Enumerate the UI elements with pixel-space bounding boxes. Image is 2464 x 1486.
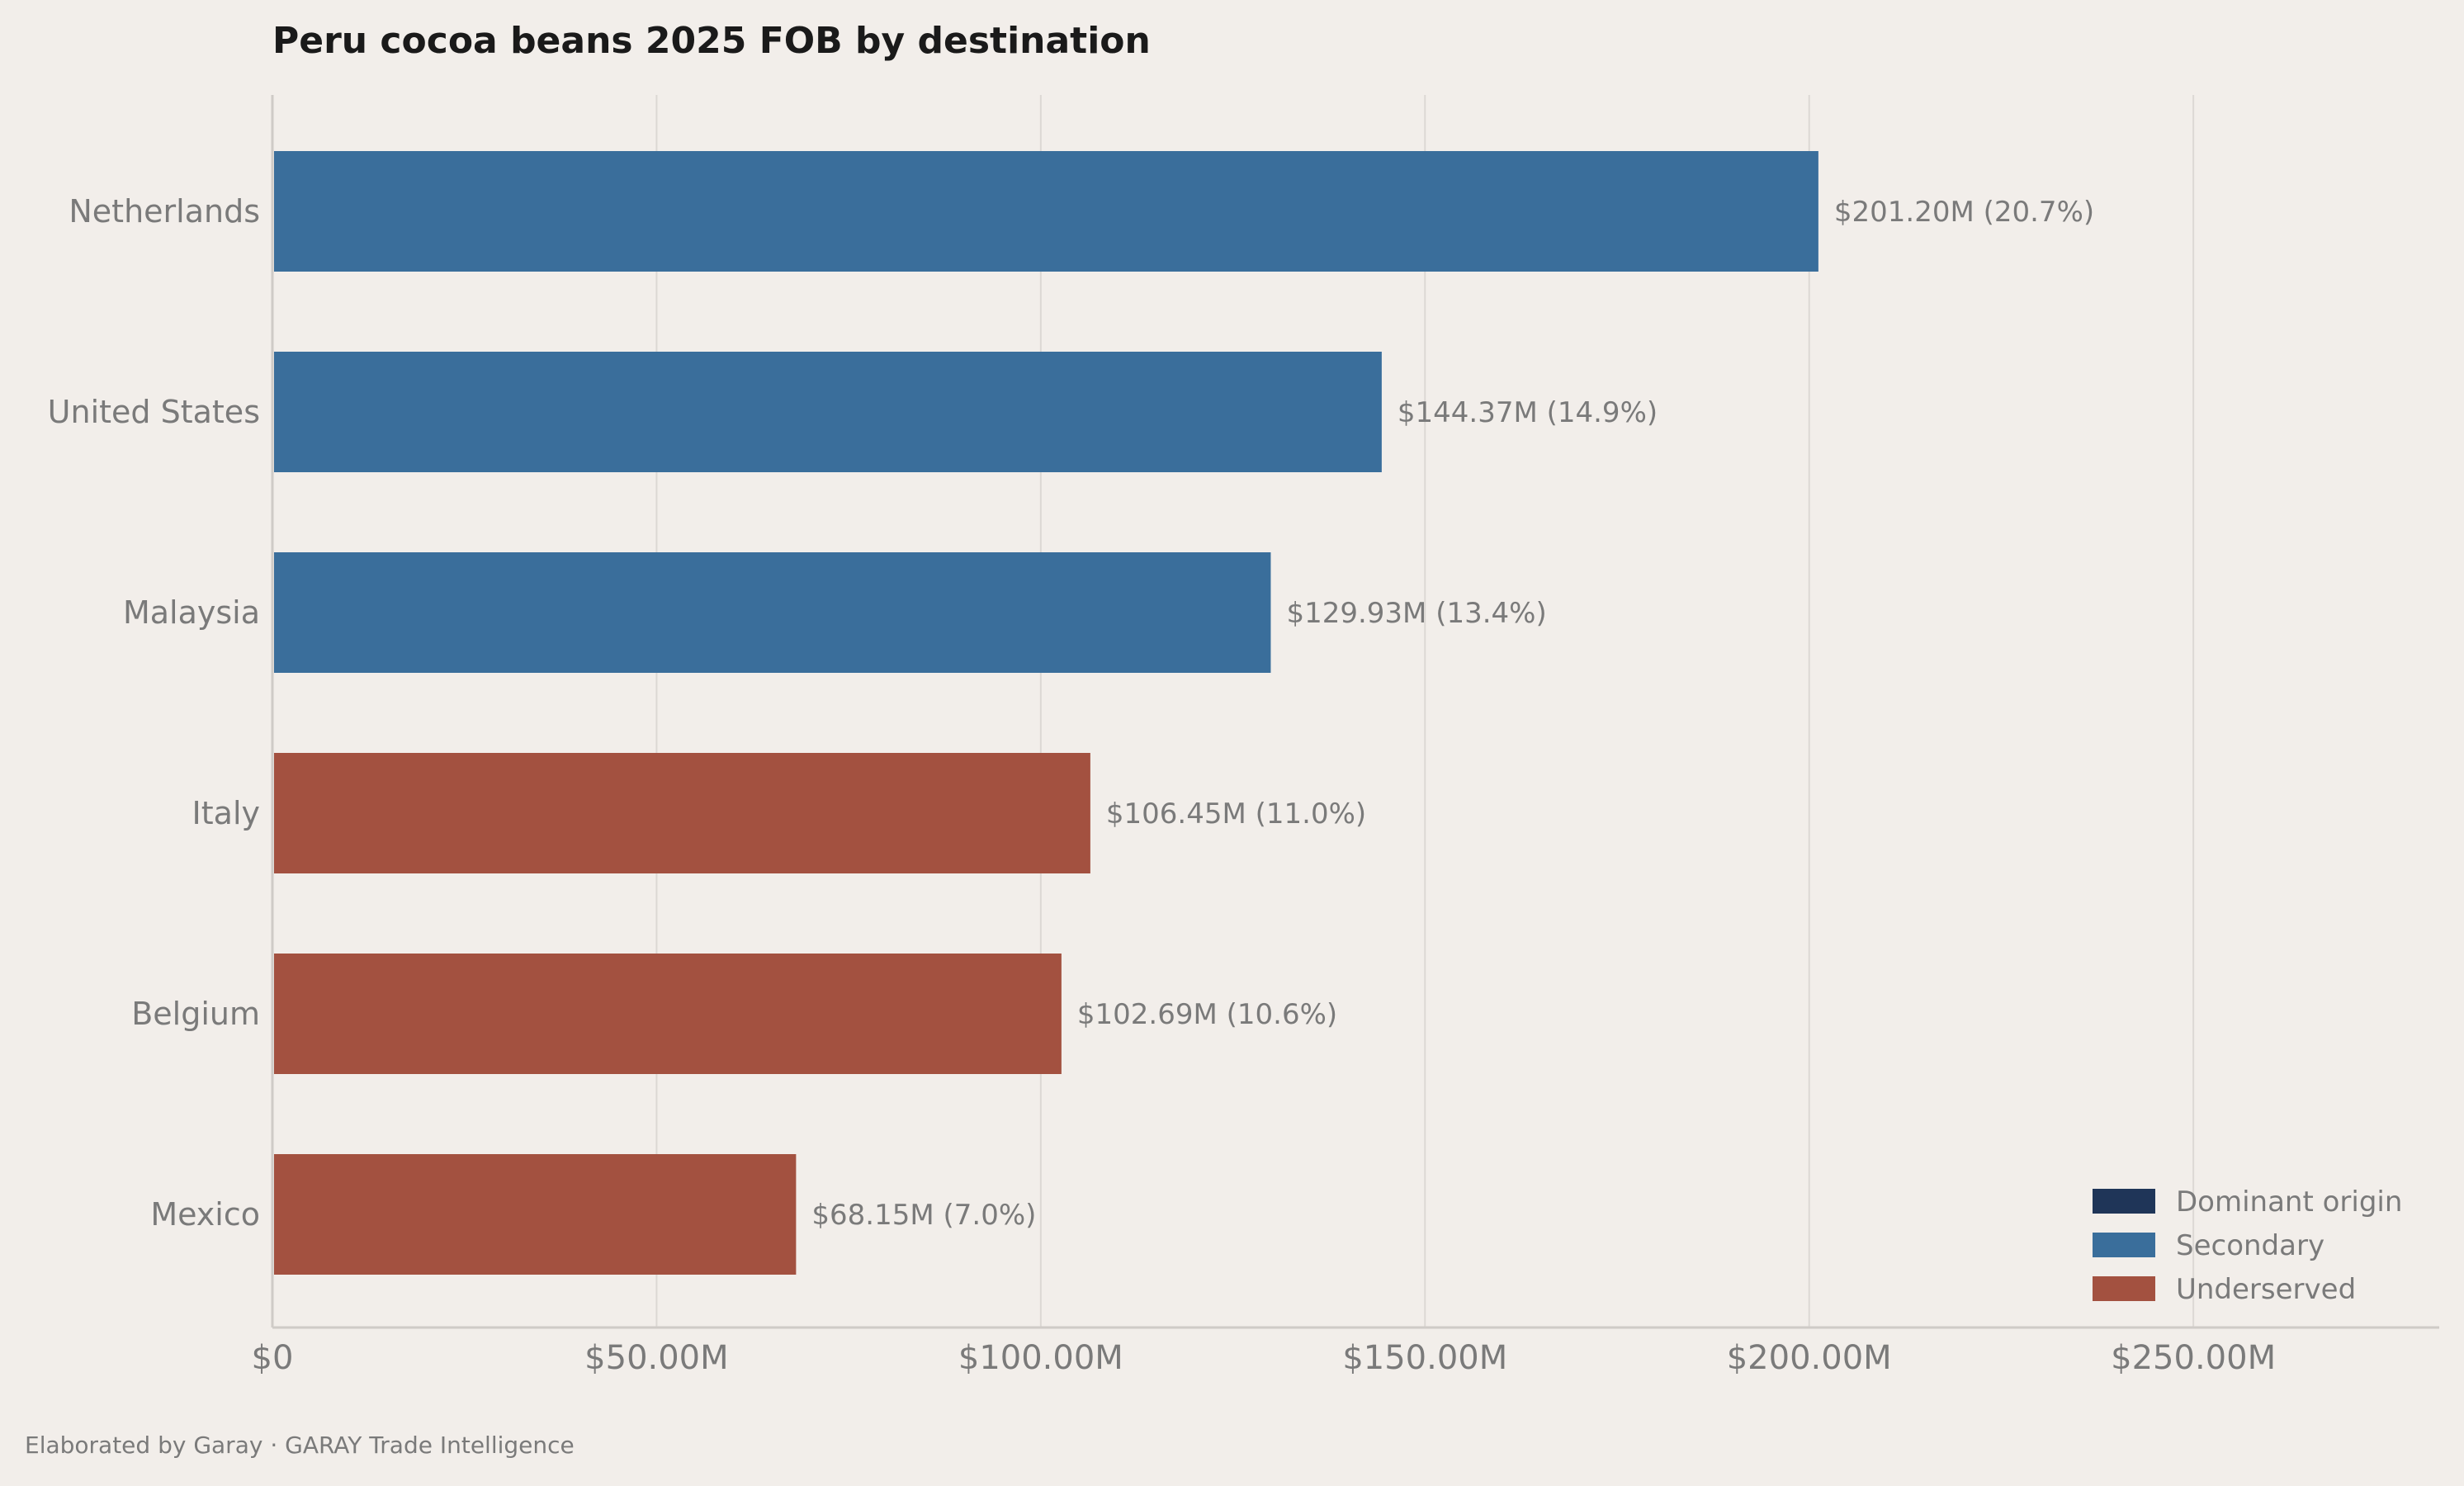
bar bbox=[274, 1154, 797, 1275]
bar bbox=[274, 753, 1090, 873]
chart-title: Peru cocoa beans 2025 FOB by destination bbox=[272, 20, 1151, 62]
legend-swatch bbox=[2093, 1189, 2155, 1214]
category-label: Netherlands bbox=[69, 193, 260, 230]
legend-label: Underserved bbox=[2176, 1273, 2356, 1306]
x-tick-labels: $0 $50.00M $100.00M $150.00M $200.00M $250.00… bbox=[252, 1339, 2277, 1377]
data-labels: $201.20M (20.7%) $144.37M (14.9%) $129.93M… bbox=[811, 196, 2094, 1232]
category-labels: Netherlands United States Malaysia Italy Bel… bbox=[48, 193, 260, 1233]
data-label: $201.20M (20.7%) bbox=[1834, 196, 2094, 229]
legend-label: Dominant origin bbox=[2176, 1185, 2402, 1219]
footer-credit: Elaborated by Garay · GARAY Trade Intell… bbox=[25, 1432, 575, 1459]
x-tick-label: $100.00M bbox=[958, 1339, 1123, 1377]
bar bbox=[274, 352, 1382, 472]
category-label: Italy bbox=[192, 795, 260, 831]
bar bbox=[274, 151, 1818, 272]
data-label: $144.37M (14.9%) bbox=[1398, 396, 1658, 429]
category-label: Malaysia bbox=[123, 594, 260, 631]
bars-layer bbox=[274, 151, 1818, 1275]
data-label: $68.15M (7.0%) bbox=[811, 1199, 1036, 1232]
legend-swatch bbox=[2093, 1276, 2155, 1301]
x-tick-label: $150.00M bbox=[1342, 1339, 1507, 1377]
legend-label: Secondary bbox=[2176, 1229, 2324, 1262]
bar bbox=[274, 552, 1271, 673]
bar bbox=[274, 954, 1062, 1074]
x-tick-label: $50.00M bbox=[584, 1339, 728, 1377]
category-label: United States bbox=[48, 394, 260, 430]
axes bbox=[271, 95, 2439, 1329]
legend: Dominant origin Secondary Underserved bbox=[2093, 1185, 2402, 1306]
category-label: Mexico bbox=[150, 1196, 260, 1233]
legend-swatch bbox=[2093, 1233, 2155, 1257]
data-label: $102.69M (10.6%) bbox=[1077, 998, 1337, 1031]
grid-layer bbox=[655, 95, 2195, 1327]
x-tick-label: $200.00M bbox=[1727, 1339, 1892, 1377]
data-label: $106.45M (11.0%) bbox=[1106, 797, 1366, 831]
category-label: Belgium bbox=[131, 996, 260, 1032]
data-label: $129.93M (13.4%) bbox=[1286, 597, 1546, 630]
x-tick-label: $0 bbox=[252, 1339, 294, 1377]
x-tick-label: $250.00M bbox=[2111, 1339, 2276, 1377]
